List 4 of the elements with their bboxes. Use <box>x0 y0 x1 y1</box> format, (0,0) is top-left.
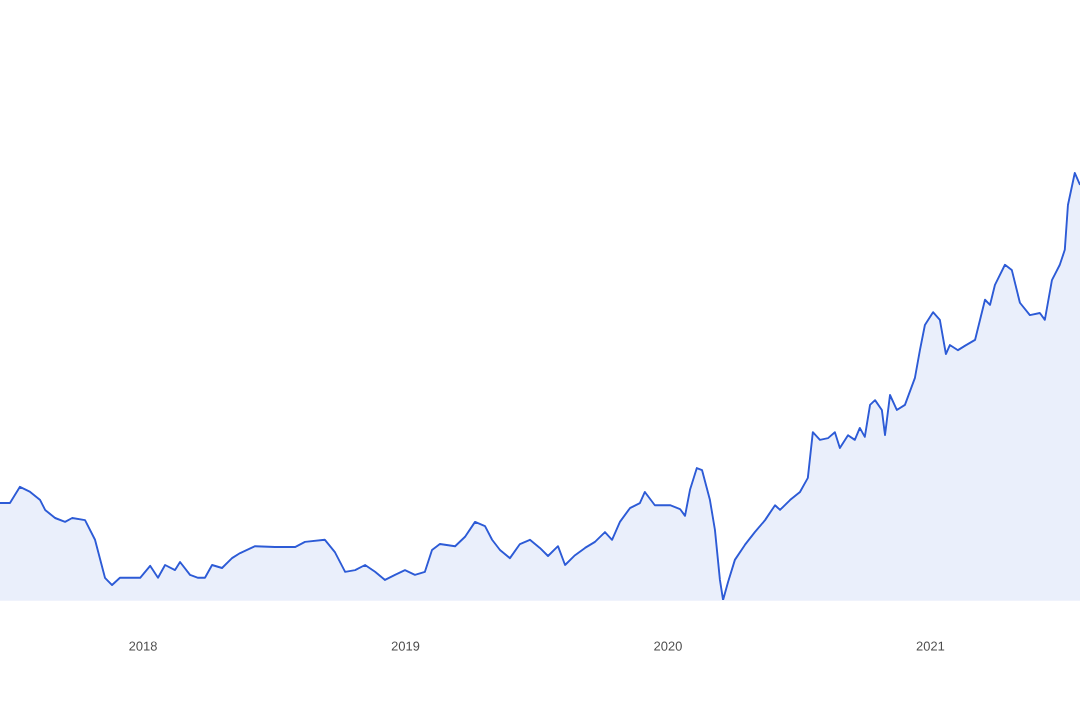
x-tick-label: 2018 <box>129 641 157 651</box>
x-tick-label: 2020 <box>654 641 682 651</box>
x-tick-label: 2019 <box>391 641 420 651</box>
x-tick-label: 2021 <box>916 641 945 651</box>
